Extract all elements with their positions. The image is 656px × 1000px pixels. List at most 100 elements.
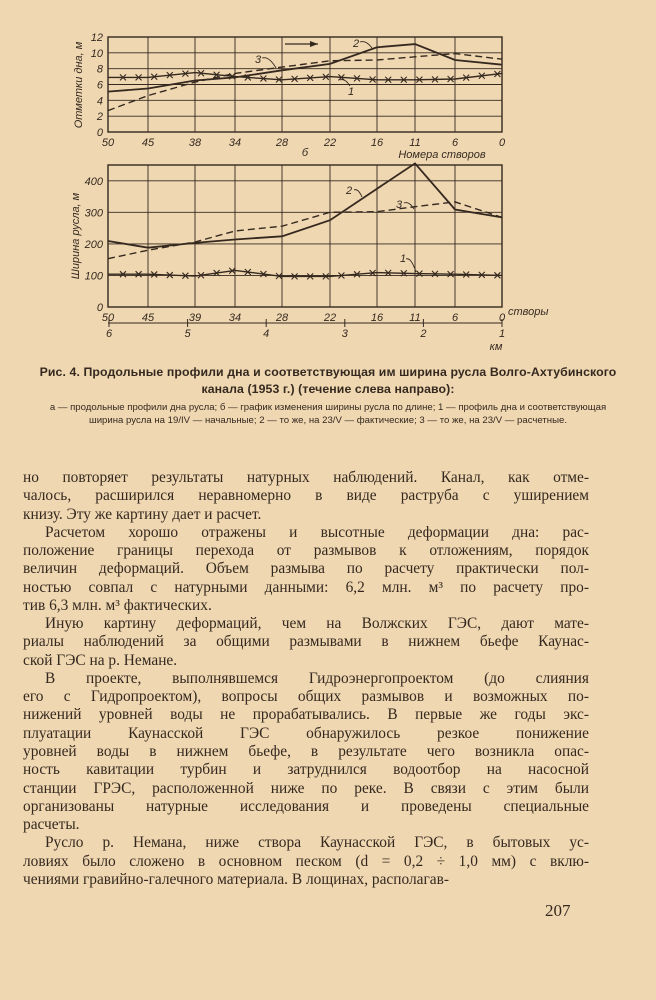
x-unit-label: створы	[508, 306, 549, 318]
x-tick-label: 16	[371, 312, 384, 324]
km-tick-label: 1	[499, 328, 505, 340]
data-point-marker	[197, 69, 205, 77]
leader-line	[339, 79, 351, 87]
data-point-marker	[135, 73, 142, 81]
x-tick-label: 0	[499, 137, 506, 149]
y-tick-label: 0	[97, 302, 104, 314]
data-point-marker	[322, 73, 330, 81]
data-point-marker	[182, 70, 189, 77]
body-line: тив 6,3 млн. м³ фактических.	[23, 596, 212, 614]
body-line: В проекте, выполнявшемся Гидроэнергопрое…	[45, 669, 589, 687]
y-tick-label: 4	[97, 95, 103, 107]
data-point-marker	[384, 269, 392, 277]
y-tick-label: 12	[91, 32, 103, 44]
series-line-3	[107, 52, 503, 112]
y-axis-label: Отметки дна, м	[73, 41, 85, 128]
series-label-3: 3	[255, 54, 262, 66]
x-tick-label: 16	[371, 137, 384, 149]
x-tick-label: 0	[499, 312, 506, 324]
y-axis-label: Ширина русла, м	[70, 192, 82, 279]
series-label-2: 2	[345, 185, 352, 197]
body-line: его с Гидропроектом), вопросы общих разм…	[23, 688, 589, 706]
series-label-1: 1	[348, 86, 354, 98]
data-point-marker	[369, 269, 376, 277]
figure-caption-title: Рис. 4. Продольные профили дна и соответ…	[39, 365, 617, 396]
body-line: но повторяет результаты натурных наблюде…	[23, 469, 589, 486]
body-line: Расчетом хорошо отражены и высотные дефо…	[45, 523, 589, 541]
flow-arrow-head-icon	[310, 41, 318, 47]
km-tick-label: 4	[263, 328, 269, 340]
data-point-marker	[478, 271, 486, 279]
body-line: чалось, расширился неравномерно в виде р…	[23, 487, 589, 505]
data-point-marker	[494, 70, 501, 78]
body-line: Иную картину деформаций, чем на Волжских…	[45, 615, 589, 633]
data-point-marker	[447, 75, 454, 83]
data-point-marker	[150, 271, 158, 278]
x-tick-label: 22	[323, 137, 336, 149]
y-tick-label: 6	[97, 80, 104, 92]
data-point-marker	[431, 270, 439, 278]
body-line: книзу. Эту же картину дает и расчет.	[23, 505, 262, 523]
body-line: ловиях было сложено в основном песком (d…	[23, 852, 589, 870]
leader-line	[405, 258, 417, 273]
data-point-marker	[462, 271, 470, 278]
body-line: уровней воды в нижнем бьефе, в результат…	[23, 742, 589, 760]
series-line-2	[107, 162, 503, 249]
data-point-marker	[494, 271, 501, 279]
data-point-marker	[416, 270, 423, 278]
x-tick-label: 6	[452, 137, 459, 149]
body-line: положение границы перехода от размывов к…	[23, 542, 589, 560]
chart-panel-b	[107, 162, 503, 308]
y-tick-label: 400	[85, 176, 104, 188]
data-point-marker	[260, 270, 267, 278]
body-line: Русло р. Немана, ниже створа Каунасской …	[45, 834, 589, 852]
data-point-marker	[119, 73, 127, 81]
y-tick-label: 0	[97, 127, 104, 139]
x-tick-label: 28	[275, 312, 289, 324]
series-label-2: 2	[352, 38, 359, 50]
data-point-marker	[135, 270, 142, 278]
data-point-marker	[213, 269, 220, 277]
data-point-marker	[400, 76, 408, 84]
x-tick-label: 38	[189, 137, 202, 149]
y-tick-label: 200	[84, 239, 104, 251]
data-point-marker	[306, 273, 314, 280]
body-line: ской ГЭС на р. Немане.	[23, 651, 178, 669]
series-line-2	[107, 43, 503, 93]
data-point-marker	[244, 268, 252, 276]
x-tick-label: 50	[102, 137, 115, 149]
body-line: станции ГРЭС, расположенной ниже по реке…	[23, 779, 589, 797]
series-line-3	[107, 201, 503, 260]
data-point-marker	[275, 272, 283, 280]
data-point-marker	[369, 76, 376, 83]
x-tick-label: 22	[323, 312, 336, 324]
y-tick-label: 10	[91, 48, 104, 60]
data-point-marker	[291, 273, 298, 280]
x-tick-label: 6	[452, 312, 459, 324]
data-point-marker	[228, 267, 236, 275]
data-point-marker	[166, 271, 174, 279]
data-point-marker	[260, 75, 267, 82]
data-point-marker	[353, 270, 361, 278]
data-point-marker	[182, 272, 189, 280]
data-point-marker	[478, 72, 486, 80]
body-line: плуатации Каунасской ГЭС обнаружилось ре…	[23, 724, 589, 742]
leader-line	[353, 189, 363, 198]
figure-caption-legend: а — продольные профили дна русла; б — гр…	[49, 402, 607, 426]
plot-frame	[107, 164, 503, 308]
leader-line	[403, 202, 415, 210]
data-point-marker	[306, 74, 314, 82]
data-point-marker	[462, 74, 470, 82]
body-text: но повторяет результаты натурных наблюде…	[23, 469, 589, 889]
x-tick-label: 39	[189, 312, 201, 324]
data-point-marker	[384, 76, 392, 84]
data-point-marker	[447, 270, 454, 278]
x-tick-label: 50	[102, 312, 115, 324]
body-line: расчеты.	[23, 816, 80, 834]
x-tick-label: 34	[229, 137, 241, 149]
data-point-marker	[416, 76, 423, 84]
x-tick-label: 34	[229, 312, 241, 324]
series-line-1	[108, 71, 503, 81]
data-point-marker	[322, 273, 330, 280]
